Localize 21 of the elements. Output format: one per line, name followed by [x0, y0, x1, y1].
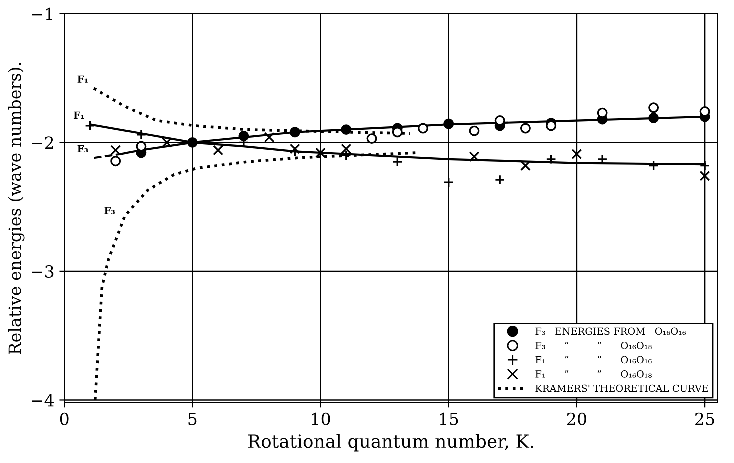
x-tick-label: 0	[60, 412, 69, 426]
x-axis-title: Rotational quantum number, K.	[248, 434, 534, 452]
x-tick-label: 20	[567, 412, 586, 426]
y-tick-label: −1	[32, 8, 52, 20]
annotation: F₁	[74, 112, 84, 119]
x-tick-label: 25	[696, 412, 714, 426]
x-tick-label: 15	[440, 412, 458, 426]
legend-label: KRAMERS' THEORETICAL CURVE	[536, 384, 708, 392]
y-tick-label: −2	[32, 136, 54, 150]
annotation: F₃	[104, 207, 116, 214]
y-axis-title: Relative energies (wave numbers).	[8, 63, 25, 354]
x-tick-label: 5	[188, 413, 197, 426]
y-tick-label: −4	[32, 394, 54, 407]
x-tick-label: 10	[312, 412, 330, 426]
legend-label: F₃ ENERGIES FROM O₁₆O₁₆	[536, 328, 686, 336]
legend-label: F₃ ” ” O₁₆O₁₈	[536, 342, 652, 350]
legend-label: F₁ ” ” O₁₆O₁₆	[536, 356, 652, 364]
annotation: F₁	[78, 76, 88, 83]
y-tick-label: −3	[32, 265, 54, 278]
legend-label: F₁ ” ” O₁₆O₁₈	[536, 370, 652, 378]
annotation: F₃	[78, 145, 88, 153]
